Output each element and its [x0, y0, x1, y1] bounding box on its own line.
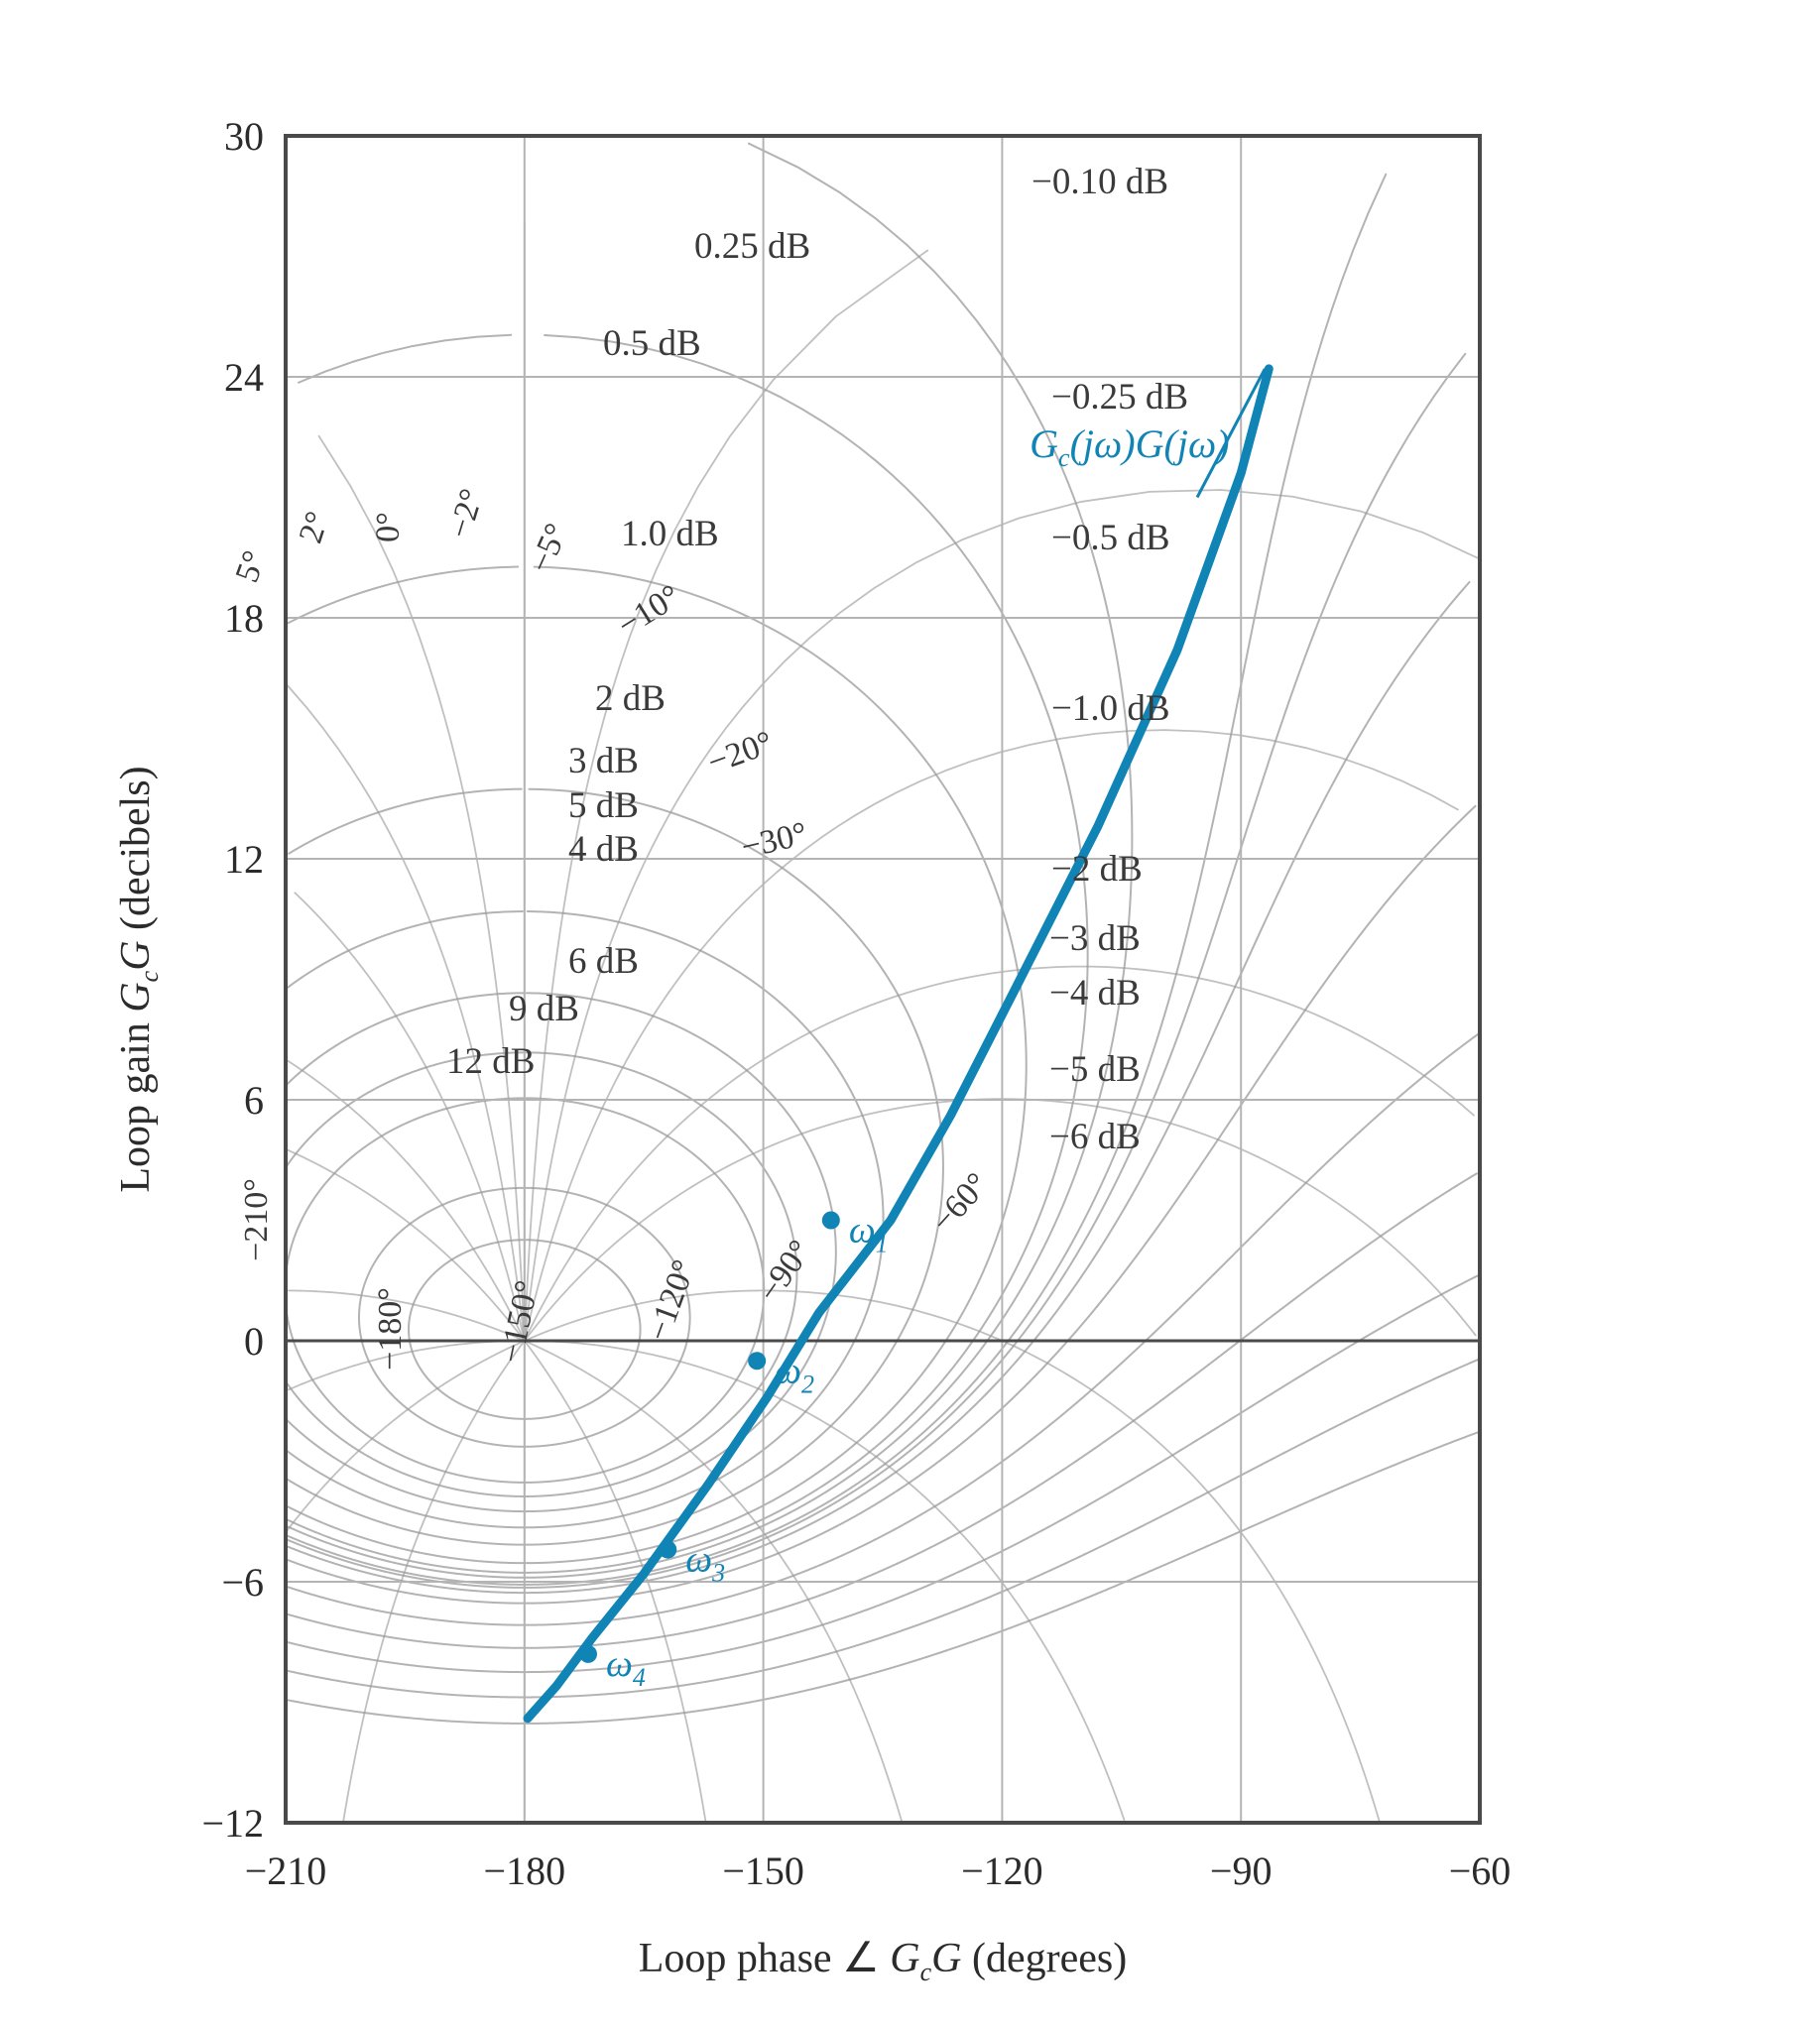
svg-text:4 dB: 4 dB [568, 829, 639, 870]
x-tick-label: −60 [1449, 1849, 1512, 1893]
plot-frame [284, 134, 1482, 1825]
y-tick-label: 30 [224, 114, 264, 159]
closed-loop-db-label: 5 dB [568, 785, 639, 826]
x-tick-label: −210 [245, 1849, 327, 1893]
closed-loop-db-label: 9 dB [509, 989, 579, 1029]
y-tick-label: −12 [201, 1801, 264, 1846]
closed-loop-db-label: 6 dB [568, 941, 639, 982]
y-axis-title: Loop gain GcG (decibels) [113, 766, 164, 1192]
svg-text:0.25 dB: 0.25 dB [694, 226, 810, 267]
x-tick-label: −90 [1210, 1849, 1273, 1893]
closed-loop-db-label: −1.0 dB [1051, 688, 1170, 729]
closed-loop-db-label: 4 dB [568, 829, 639, 870]
frequency-marker-2 [748, 1352, 767, 1371]
svg-text:9 dB: 9 dB [509, 989, 579, 1029]
svg-text:−1.0 dB: −1.0 dB [1051, 688, 1170, 729]
svg-text:5 dB: 5 dB [568, 785, 639, 826]
svg-text:0.5 dB: 0.5 dB [603, 323, 701, 364]
y-tick-label: 12 [224, 837, 264, 882]
svg-text:−3 dB: −3 dB [1049, 918, 1141, 959]
x-tick-label: −180 [484, 1849, 566, 1893]
y-tick-label: 6 [244, 1078, 264, 1123]
closed-loop-db-label: −0.10 dB [1031, 162, 1168, 202]
loop-response-curve [523, 364, 1274, 1724]
closed-loop-db-label: 2 dB [595, 678, 666, 719]
closed-loop-phase-label: −180° [372, 1287, 409, 1371]
closed-loop-db-label: −4 dB [1049, 973, 1141, 1014]
closed-loop-db-label: 0.25 dB [694, 226, 810, 267]
closed-loop-db-label: −0.25 dB [1051, 377, 1188, 418]
y-tick-label: 0 [244, 1319, 264, 1364]
svg-text:−2 dB: −2 dB [1051, 849, 1143, 890]
closed-loop-db-label: −2 dB [1051, 849, 1143, 890]
closed-loop-db-label: 1.0 dB [621, 514, 719, 554]
y-tick-label: 24 [224, 355, 264, 400]
y-tick-label: 18 [224, 596, 264, 641]
y-tick-label: −6 [221, 1560, 264, 1605]
svg-text:−0.5 dB: −0.5 dB [1051, 518, 1170, 558]
svg-text:−4 dB: −4 dB [1049, 973, 1141, 1014]
axis-labels: −210 −180 −150 −120 −90 −60−12−60612182430Loo… [113, 114, 1511, 1986]
svg-text:3 dB: 3 dB [568, 741, 639, 781]
closed-loop-db-label: −0.5 dB [1051, 518, 1170, 558]
closed-loop-db-label: 12 dB [446, 1041, 535, 1082]
svg-text:2 dB: 2 dB [595, 678, 666, 719]
closed-loop-db-label: −5 dB [1049, 1049, 1141, 1090]
closed-loop-phase-label: −210° [238, 1178, 275, 1261]
svg-text:−0.10 dB: −0.10 dB [1031, 162, 1168, 202]
frequency-marker-3 [659, 1540, 677, 1559]
x-axis-title: Loop phase ∠ GcG (degrees) [639, 1936, 1127, 1986]
closed-loop-db-label: −3 dB [1049, 918, 1141, 959]
svg-text:−6 dB: −6 dB [1049, 1117, 1141, 1157]
x-tick-label: −150 [722, 1849, 804, 1893]
frequency-marker-label-3: ω3 [685, 1539, 725, 1588]
closed-loop-phase-label: 0° [369, 512, 407, 543]
svg-text:6 dB: 6 dB [568, 941, 639, 982]
x-tick-label: −120 [961, 1849, 1043, 1893]
closed-loop-db-label: 0.5 dB [603, 323, 701, 364]
frequency-marker-1 [821, 1211, 840, 1230]
svg-text:−5 dB: −5 dB [1049, 1049, 1141, 1090]
svg-text:12 dB: 12 dB [446, 1041, 535, 1082]
closed-loop-db-label: −6 dB [1049, 1117, 1141, 1157]
curve-annotation-label: Gc(jω)G(jω) [1030, 421, 1229, 472]
svg-text:1.0 dB: 1.0 dB [621, 514, 719, 554]
closed-loop-db-label: 3 dB [568, 741, 639, 781]
curve-annotation-leader [1195, 368, 1267, 499]
frequency-marker-4 [579, 1644, 598, 1663]
svg-text:−0.25 dB: −0.25 dB [1051, 377, 1188, 418]
